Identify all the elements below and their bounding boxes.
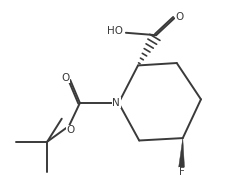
Text: F: F xyxy=(178,167,184,177)
Text: HO: HO xyxy=(107,26,123,36)
Text: O: O xyxy=(61,73,69,83)
Text: O: O xyxy=(174,12,183,22)
Text: O: O xyxy=(66,125,74,135)
Text: N: N xyxy=(112,98,120,108)
Polygon shape xyxy=(178,138,184,167)
